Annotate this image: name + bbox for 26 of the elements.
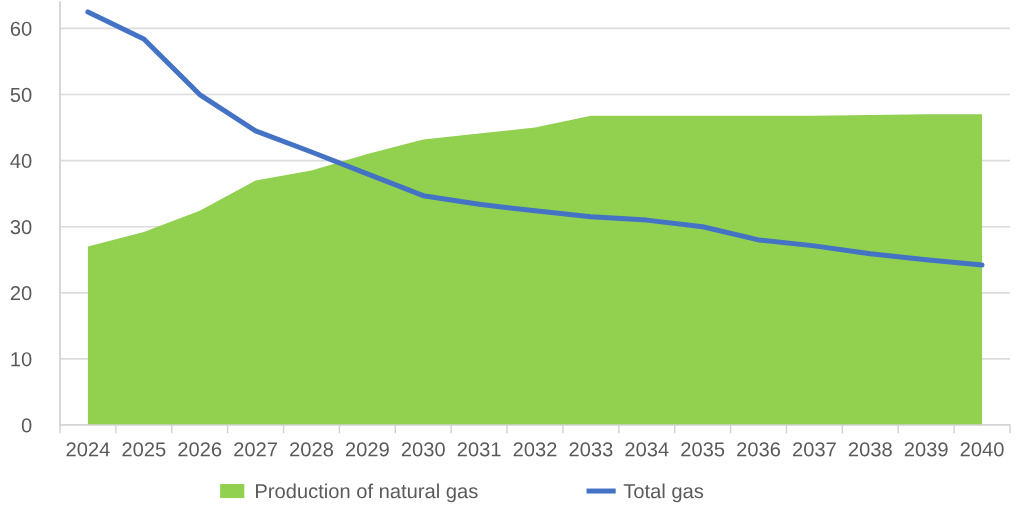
x-tick-label: 2027 — [234, 442, 277, 457]
x-tick-label: 2039 — [904, 442, 948, 457]
y-tick-label: 40 — [10, 153, 32, 169]
legend-label: Total gas — [623, 483, 704, 503]
y-tick-label: 10 — [11, 352, 32, 367]
y-tick-label: 50 — [10, 87, 32, 103]
x-tick-label: 2029 — [345, 442, 389, 457]
x-tick-label: 2035 — [681, 442, 725, 457]
y-tick-label: 30 — [10, 219, 32, 235]
x-tick-label: 2040 — [960, 442, 1004, 457]
x-tick-label: 2034 — [625, 442, 669, 457]
y-tick-label: 60 — [10, 21, 32, 36]
x-tick-label: 2033 — [569, 442, 613, 457]
x-tick-label: 2036 — [737, 442, 781, 457]
x-tick-label: 2024 — [66, 442, 110, 457]
x-tick-label: 2032 — [513, 442, 557, 457]
x-tick-label: 2028 — [290, 442, 333, 457]
x-tick-label: 2025 — [122, 442, 166, 457]
x-tick-label: 2037 — [793, 442, 836, 457]
x-tick-label: 2031 — [457, 442, 501, 457]
legend-label: Production of natural gas — [256, 483, 478, 503]
y-tick-label: 20 — [10, 286, 32, 301]
x-tick-label: 2030 — [401, 442, 445, 457]
x-tick-label: 2038 — [848, 442, 892, 457]
y-tick-label: 0 — [21, 418, 32, 433]
x-tick-label: 2026 — [178, 442, 222, 457]
